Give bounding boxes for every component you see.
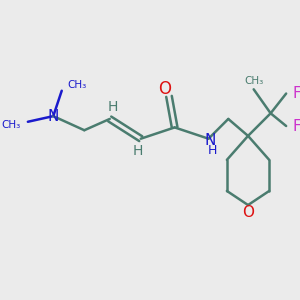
Text: CH₃: CH₃ xyxy=(244,76,263,86)
Text: N: N xyxy=(48,109,59,124)
Text: N: N xyxy=(204,133,216,148)
Text: H: H xyxy=(208,144,218,157)
Text: CH₃: CH₃ xyxy=(68,80,87,89)
Text: O: O xyxy=(242,206,254,220)
Text: F: F xyxy=(292,118,300,134)
Text: CH₃: CH₃ xyxy=(2,120,21,130)
Text: H: H xyxy=(108,100,118,114)
Text: H: H xyxy=(132,144,142,158)
Text: O: O xyxy=(158,80,171,98)
Text: F: F xyxy=(292,86,300,101)
